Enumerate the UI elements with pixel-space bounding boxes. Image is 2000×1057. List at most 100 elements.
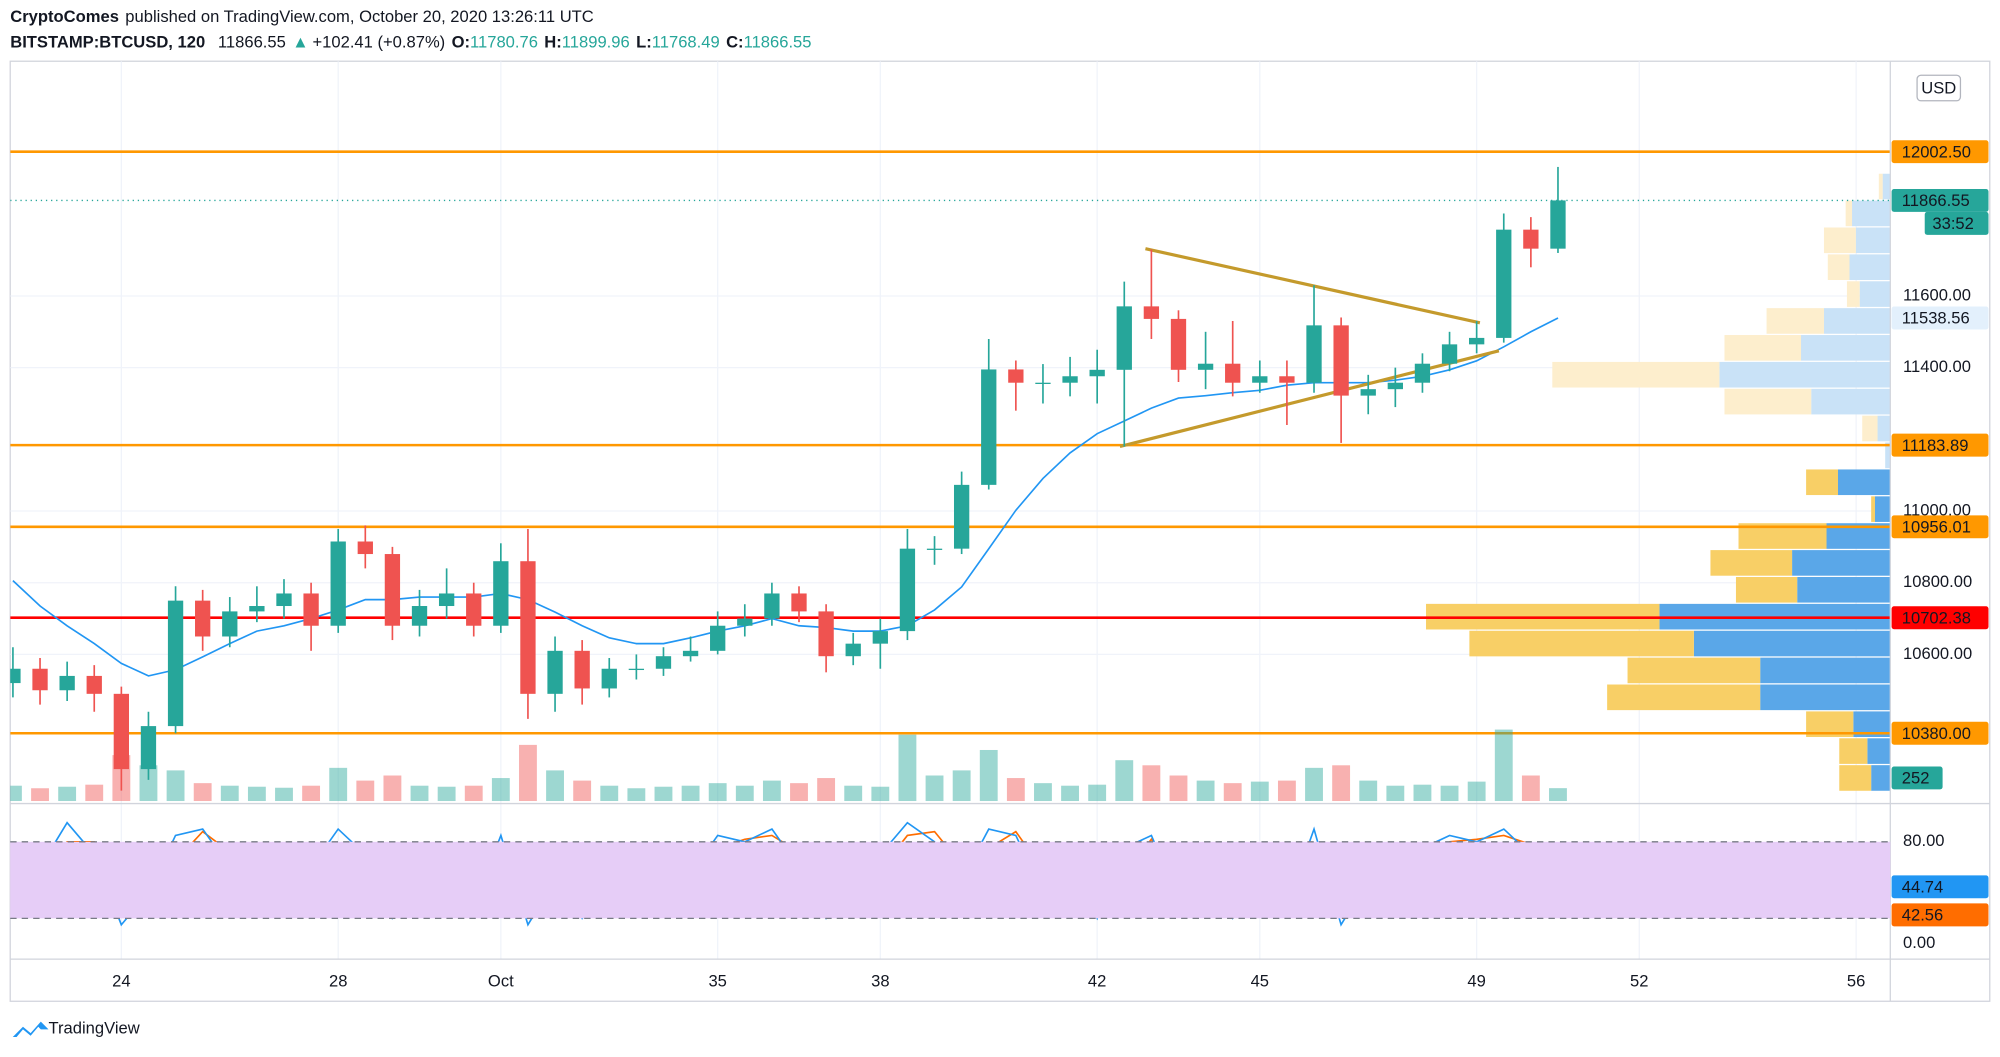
- candle-body: [1089, 369, 1105, 377]
- profile-down: [1469, 630, 1694, 657]
- profile-up: [1867, 738, 1891, 764]
- x-tick-label: 52: [1630, 972, 1648, 991]
- candle-body: [1197, 363, 1214, 370]
- change: +102.41 (+0.87%): [312, 33, 445, 52]
- profile-up: [1859, 281, 1891, 307]
- profile-up: [1877, 415, 1891, 442]
- logo-icon: [12, 1021, 49, 1037]
- profile-down: [1724, 335, 1802, 361]
- header-line: CryptoComes published on TradingView.com,…: [10, 7, 594, 26]
- stoch-k-label-box: [1891, 875, 1989, 899]
- candle-body: [1116, 306, 1132, 370]
- candle-body: [1279, 376, 1295, 383]
- profile-down: [1845, 200, 1853, 227]
- candle-body: [167, 600, 184, 727]
- candle-body: [682, 650, 699, 657]
- candle-body: [113, 693, 130, 770]
- profile-up: [1792, 550, 1891, 576]
- volume-bar: [1277, 780, 1296, 802]
- volume-bar: [491, 778, 510, 802]
- candle-body: [1496, 229, 1512, 338]
- level-label-box: [1891, 515, 1989, 539]
- volume-bar: [898, 734, 917, 802]
- y-tick-label: 10800.00: [1903, 572, 1972, 591]
- ohlc-value: 11768.49: [652, 33, 720, 52]
- volume-bar: [329, 767, 348, 802]
- x-tick-label: 38: [871, 972, 889, 991]
- candle-body: [845, 643, 861, 657]
- profile-up: [1855, 227, 1891, 254]
- published: published on TradingView.com, October 20…: [125, 7, 593, 26]
- candle-body: [466, 593, 482, 626]
- symbol-line: BITSTAMP:BTCUSD, 120 11866.55 ▲ +102.41 (+0…: [10, 33, 811, 52]
- x-tick-label: 49: [1467, 972, 1485, 991]
- candle-body: [1333, 325, 1349, 396]
- profile-up: [1801, 335, 1891, 361]
- candle-body: [601, 668, 617, 689]
- candle-body: [1008, 369, 1024, 383]
- volume-bar: [1169, 775, 1188, 802]
- ohlc-value: 11866.55: [744, 33, 812, 52]
- candle-body: [791, 593, 807, 612]
- profile-up: [1719, 361, 1891, 388]
- volume-bar: [31, 788, 49, 802]
- profile-down: [1627, 657, 1761, 684]
- y-tick-label: 11600.00: [1903, 285, 1971, 304]
- candle-body: [764, 593, 780, 619]
- volume-bar: [952, 770, 971, 802]
- volume-bar: [1359, 780, 1378, 802]
- level-label-box: [1891, 140, 1989, 164]
- candle-body: [276, 593, 292, 607]
- volume-bar: [735, 785, 754, 802]
- last-price: 11866.55: [218, 33, 286, 52]
- ma-label-box: [1891, 306, 1989, 330]
- x-tick-label: 35: [708, 972, 726, 991]
- profile-up: [1760, 657, 1891, 684]
- volume-label: 252: [1902, 769, 1930, 788]
- volume-bar: [302, 785, 321, 802]
- volume-bar: [790, 783, 808, 802]
- profile-down: [1724, 388, 1812, 415]
- x-tick-label: Oct: [488, 972, 514, 991]
- profile-up: [1823, 308, 1891, 334]
- profile-up: [1852, 200, 1891, 227]
- volume-bar: [708, 783, 727, 802]
- profile-down: [1735, 576, 1798, 603]
- profile-down: [1878, 173, 1883, 200]
- candle-body: [899, 548, 916, 632]
- stoch-band: [10, 841, 1891, 919]
- ohlc-key: H:: [544, 33, 561, 52]
- volume-bar: [654, 786, 673, 802]
- profile-up: [1849, 254, 1891, 280]
- candle-body: [1225, 363, 1241, 383]
- candle-body: [872, 631, 888, 644]
- volume-bar: [1142, 765, 1161, 802]
- volume-bar: [1115, 760, 1134, 802]
- trendline: [1145, 247, 1481, 325]
- candle-body: [1062, 376, 1078, 383]
- brand-logo: TradingView: [12, 1019, 141, 1038]
- candle-body: [574, 650, 590, 689]
- volume-bar: [166, 770, 185, 802]
- volume-bar: [1088, 784, 1107, 802]
- price-label-box: [1891, 188, 1989, 212]
- profile-up: [1693, 630, 1891, 657]
- profile-down: [1862, 415, 1878, 442]
- candle-body: [1523, 229, 1539, 249]
- volume-bar: [464, 785, 483, 802]
- level-label: 10702.38: [1902, 608, 1971, 627]
- profile-down: [1827, 254, 1850, 280]
- candle-body: [249, 606, 265, 612]
- volume-bar: [762, 780, 781, 802]
- profile-up: [1797, 576, 1891, 603]
- candle-body: [140, 726, 157, 770]
- volume-bar: [1386, 785, 1405, 802]
- candle-body: [1550, 200, 1566, 249]
- level-label: 12002.50: [1902, 142, 1971, 161]
- brand: TradingView: [48, 1019, 140, 1038]
- volume-bar: [871, 786, 890, 802]
- volume-bar: [10, 785, 22, 802]
- candle-body: [86, 675, 102, 694]
- level-label-box: [1891, 433, 1989, 457]
